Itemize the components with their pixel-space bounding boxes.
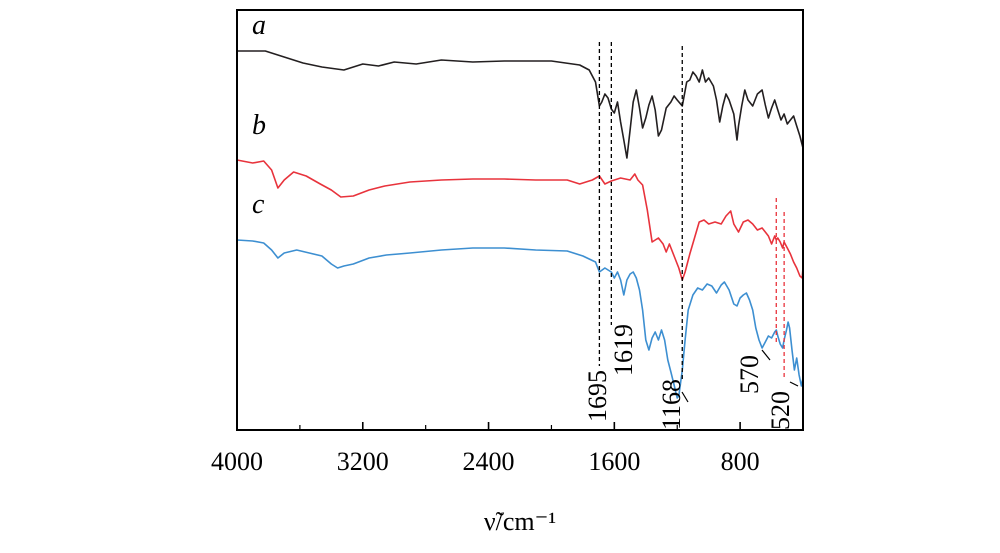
leader-570 <box>761 349 771 361</box>
leader-1168 <box>681 391 689 403</box>
x-tick-label-3200: 3200 <box>337 447 389 476</box>
annotation-label-520: 520 <box>766 391 795 430</box>
leader-520 <box>789 381 799 387</box>
x-axis: 4000 3200 2400 1600 800 <box>211 422 804 476</box>
annotation-label-1619: 1619 <box>609 324 638 376</box>
series-a-line <box>237 50 804 159</box>
annotation-label-570: 570 <box>735 355 764 394</box>
series-c-line <box>236 239 804 399</box>
series-b-line <box>236 159 804 281</box>
curves-layer <box>236 50 804 399</box>
x-tick-label-2400: 2400 <box>463 447 515 476</box>
x-tick-label-1600: 1600 <box>588 447 640 476</box>
series-c-label: c <box>252 189 265 220</box>
series-a-label: a <box>252 10 266 41</box>
plot-frame <box>236 9 804 431</box>
annotation-label-1695: 1695 <box>583 370 612 422</box>
x-axis-label: ν̃/cm⁻¹ <box>484 507 556 536</box>
x-tick-label-4000: 4000 <box>211 447 263 476</box>
x-tick-label-800: 800 <box>721 447 760 476</box>
annotation-label-1168: 1168 <box>657 379 686 430</box>
annotation-lines <box>598 42 799 403</box>
series-b-label: b <box>252 110 266 141</box>
